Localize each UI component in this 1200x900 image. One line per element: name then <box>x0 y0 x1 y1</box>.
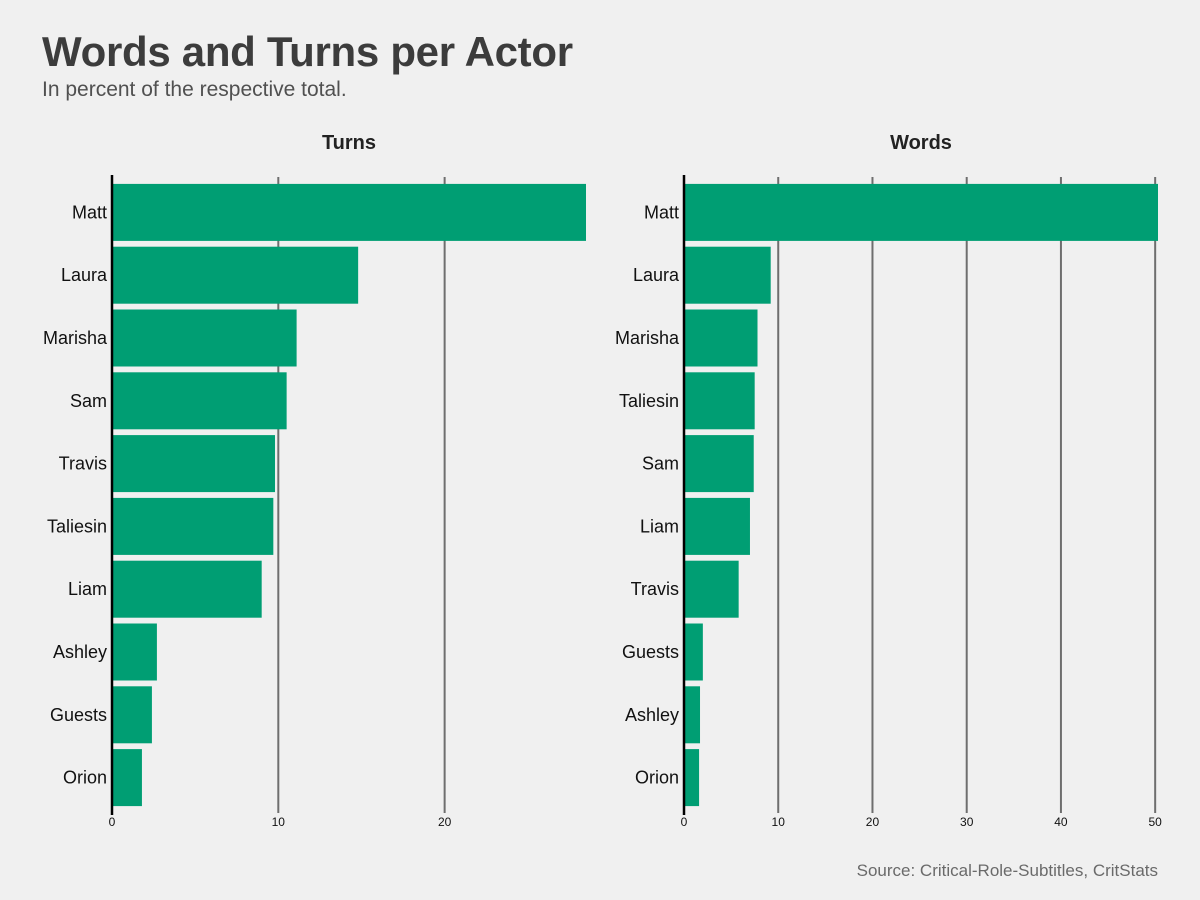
category-label: Orion <box>63 768 107 788</box>
x-tick-label: 10 <box>272 815 286 829</box>
category-label: Matt <box>72 202 107 222</box>
category-label: Guests <box>50 705 107 725</box>
bar-taliesin <box>684 372 755 430</box>
bar-sam <box>112 372 287 430</box>
category-label: Orion <box>635 768 679 788</box>
category-label: Ashley <box>625 705 679 725</box>
bar-guests <box>112 686 152 744</box>
category-label: Matt <box>644 202 679 222</box>
category-label: Guests <box>622 642 679 662</box>
panel-title-turns: Turns <box>322 132 376 154</box>
category-label: Sam <box>70 391 107 411</box>
bar-marisha <box>112 309 297 367</box>
bar-guests <box>684 623 703 681</box>
bar-laura <box>684 246 771 304</box>
category-label: Laura <box>61 265 108 285</box>
bar-ashley <box>684 686 701 744</box>
x-tick-label: 50 <box>1148 815 1162 829</box>
bar-matt <box>684 183 1158 241</box>
bar-marisha <box>684 309 758 367</box>
bar-orion <box>684 749 700 807</box>
x-tick-label: 40 <box>1054 815 1068 829</box>
source-note: Source: Critical-Role-Subtitles, CritSta… <box>856 861 1158 880</box>
bar-liam <box>112 560 262 618</box>
bar-matt <box>112 183 586 241</box>
x-tick-label: 10 <box>772 815 786 829</box>
bar-sam <box>684 435 754 493</box>
category-label: Marisha <box>43 328 108 348</box>
chart-subtitle: In percent of the respective total. <box>42 78 347 101</box>
panel-words: Words 0 10 20 30 40 50 Matt Laura Marisha Taliesin… <box>615 132 1162 829</box>
category-label: Sam <box>642 454 679 474</box>
bar-laura <box>112 246 359 304</box>
category-label: Marisha <box>615 328 680 348</box>
category-label: Taliesin <box>619 391 679 411</box>
x-tick-label: 0 <box>681 815 688 829</box>
bar-orion <box>112 749 142 807</box>
x-tick-label: 0 <box>109 815 116 829</box>
bar-ashley <box>112 623 157 681</box>
bar-travis <box>112 435 275 493</box>
category-label: Ashley <box>53 642 107 662</box>
category-label: Travis <box>59 454 107 474</box>
x-tick-label: 30 <box>960 815 974 829</box>
x-tick-label: 20 <box>438 815 452 829</box>
bar-liam <box>684 497 750 555</box>
category-label: Travis <box>631 579 679 599</box>
bar-travis <box>684 560 739 618</box>
panel-title-words: Words <box>890 132 952 154</box>
category-label: Taliesin <box>47 516 107 536</box>
category-label: Liam <box>68 579 107 599</box>
chart-title: Words and Turns per Actor <box>42 28 573 75</box>
category-label: Liam <box>640 516 679 536</box>
panel-turns: Turns 0 10 20 Matt Laura Marisha Sam Travis Talie… <box>43 132 586 829</box>
category-label: Laura <box>633 265 680 285</box>
bar-taliesin <box>112 497 274 555</box>
x-tick-label: 20 <box>866 815 880 829</box>
